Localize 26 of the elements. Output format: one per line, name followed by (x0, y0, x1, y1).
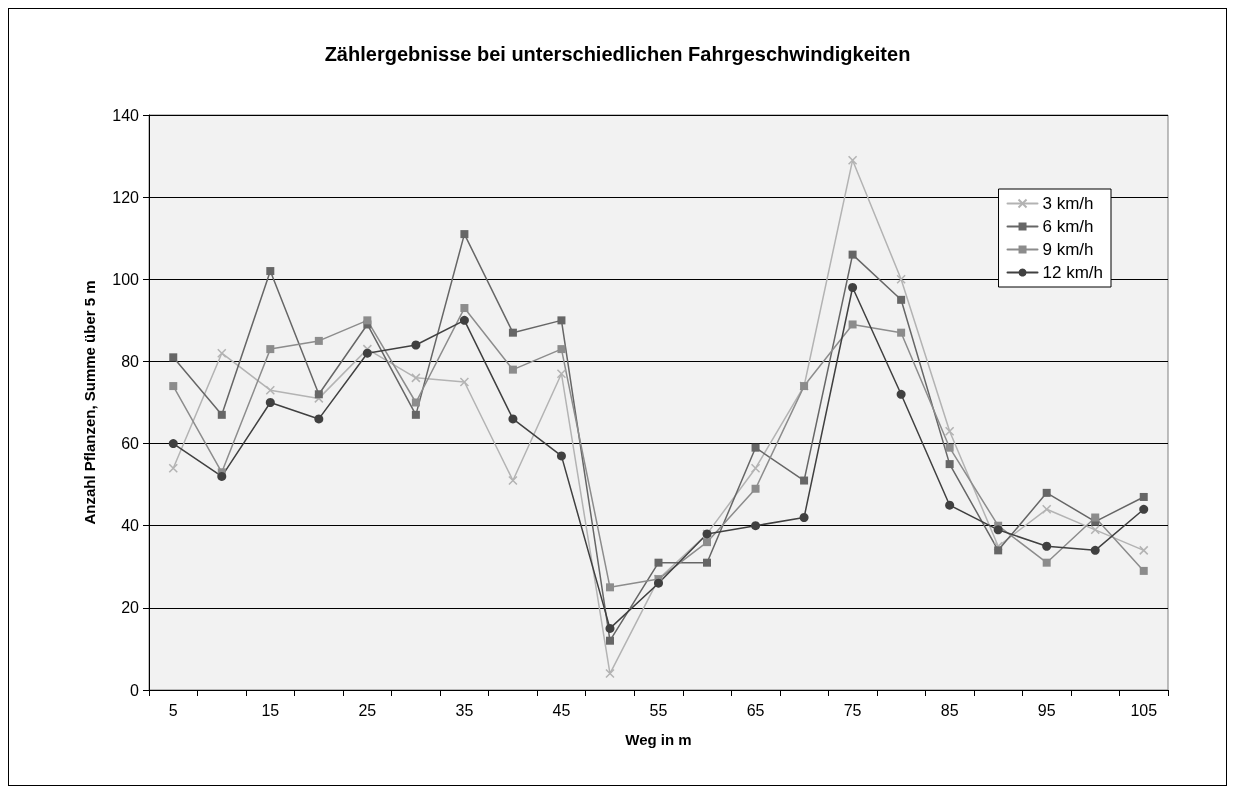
legend-label: 9 km/h (1042, 240, 1094, 259)
y-tick-label: 140 (112, 106, 140, 124)
legend-label: 3 km/h (1042, 194, 1094, 213)
x-tick-label: 95 (1037, 701, 1056, 719)
legend-label: 12 km/h (1042, 263, 1104, 282)
x-tick-label: 105 (1130, 701, 1158, 719)
y-tick-label: 100 (112, 270, 140, 288)
x-tick-label: 35 (455, 701, 474, 719)
x-tick-label: 15 (261, 701, 280, 719)
y-tick-label: 0 (130, 681, 140, 699)
y-tick-label: 60 (121, 435, 140, 453)
x-tick-label: 65 (746, 701, 765, 719)
y-axis-title: Anzahl Pflanzen, Summe über 5 m (81, 280, 98, 525)
x-tick-label: 45 (552, 701, 571, 719)
x-tick-label: 75 (843, 701, 862, 719)
x-tick-label: 5 (168, 701, 178, 719)
y-tick-label: 80 (121, 352, 140, 370)
x-tick-label: 85 (940, 701, 959, 719)
legend-label: 6 km/h (1042, 217, 1094, 236)
x-axis-title: Weg in m (625, 731, 692, 748)
y-tick-label: 20 (121, 599, 140, 617)
y-tick-label: 40 (121, 517, 140, 535)
x-tick-label: 25 (358, 701, 377, 719)
chart-title: Zählergebnisse bei unterschiedlichen Fahrgeschwindigkeiten (324, 43, 911, 65)
x-tick-label: 55 (649, 701, 668, 719)
y-tick-label: 120 (112, 188, 140, 206)
